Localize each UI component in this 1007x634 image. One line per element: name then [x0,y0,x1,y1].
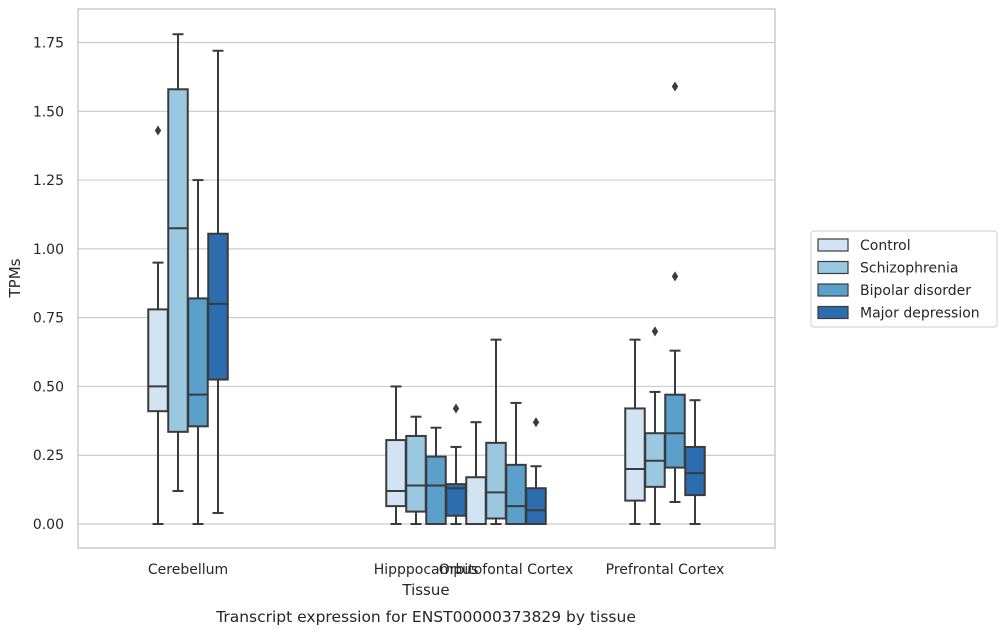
x-tick-label: Prefrontal Cortex [606,562,725,578]
x-tick-label: Orbitofontal Cortex [439,562,574,578]
series-major-depression [207,49,706,525]
box-body [385,439,407,508]
y-axis-ticks: 0.00 0.25 0.50 0.75 1.00 1.25 1.50 1.75 [33,36,64,534]
outlier-point [671,81,679,92]
y-tick-label: 0.00 [33,517,64,533]
box-body [465,476,487,525]
box-mark [485,338,507,525]
x-axis-title: Tissue [401,581,449,599]
box-body [425,455,447,525]
chart-caption: Transcript expression for ENST0000037382… [215,608,636,626]
box-mark [525,417,547,525]
box-mark [505,401,527,526]
box-body [624,407,646,502]
outlier-point [671,271,679,282]
legend-label: Control [860,238,911,254]
outlier-point [532,417,540,428]
legend-swatch [817,238,849,252]
y-tick-label: 1.00 [33,242,64,258]
box-mark [147,125,169,525]
box-mark [425,426,447,525]
box-body [147,308,169,413]
box-mark [465,421,487,525]
box-body [505,463,527,526]
legend-label: Bipolar disorder [860,283,971,299]
box-mark [405,415,427,525]
box-body [664,393,686,469]
outlier-point [651,326,659,337]
series-control [147,125,646,525]
legend: Control Schizophrenia Bipolar disorder Majo… [810,230,998,328]
y-tick-label: 0.50 [33,379,64,395]
legend-swatch [817,305,849,320]
legend-frame [810,230,998,328]
box-body [445,483,467,517]
outlier-point [154,125,162,136]
y-tick-label: 1.25 [33,173,64,189]
box-mark [167,33,189,492]
y-axis-title: TPMs [6,258,24,298]
box-mark [644,326,666,525]
x-tick-label: Hipppocampus [374,562,479,578]
box-mark [684,399,706,525]
y-tick-label: 0.25 [33,448,64,464]
x-tick-label: Cerebellum [148,562,228,578]
series-bipolar-disorder [187,81,686,526]
box-mark [207,49,229,514]
legend-swatch [817,260,849,275]
series-schizophrenia [167,33,666,525]
legend-swatch [817,283,849,297]
box-mark [445,403,467,525]
box-body [684,445,706,497]
y-tick-label: 1.50 [33,104,64,120]
box-body [207,232,229,381]
plot-area-frame [77,8,776,549]
outlier-point [452,403,460,414]
box-body [187,297,209,428]
box-body [405,434,427,513]
box-mark [624,338,646,525]
box-series [147,33,706,526]
box-body [485,441,507,520]
box-mark [664,81,686,503]
box-body [167,88,189,433]
legend-label: Schizophrenia [860,261,958,277]
box-mark [385,385,407,525]
legend-label: Major depression [860,306,980,322]
y-tick-label: 1.75 [33,36,64,52]
box-body [525,487,547,525]
box-mark [187,179,209,525]
y-tick-label: 0.75 [33,311,64,327]
